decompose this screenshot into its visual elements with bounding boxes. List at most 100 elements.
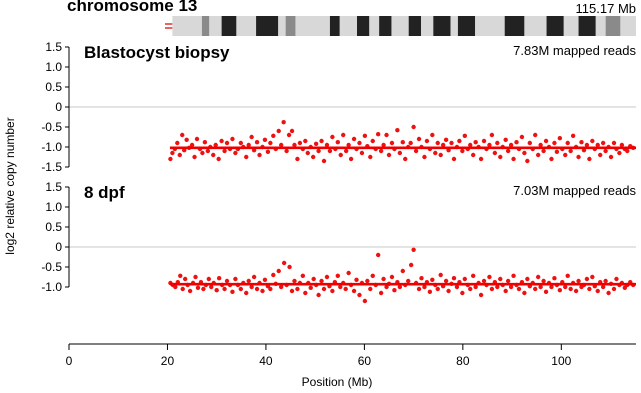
data-point: [262, 277, 268, 282]
data-point: [541, 278, 546, 284]
data-point: [278, 142, 284, 148]
data-point: [603, 148, 608, 154]
data-point: [289, 288, 295, 294]
panel-title: Blastocyst biopsy: [84, 43, 230, 62]
data-point: [281, 120, 286, 125]
data-point: [451, 276, 457, 281]
data-point: [201, 286, 206, 292]
data-point: [443, 137, 449, 142]
y-tick-label: -1.5: [41, 160, 62, 174]
data-point: [489, 132, 495, 138]
data-point: [611, 286, 617, 292]
data-point: [400, 140, 405, 145]
data-point: [335, 273, 341, 278]
data-point: [600, 140, 606, 146]
data-point: [211, 152, 216, 158]
y-tick-label: -1.0: [41, 280, 62, 294]
data-point: [573, 288, 579, 294]
data-point: [438, 272, 443, 278]
ideogram-band: [433, 16, 451, 36]
data-point: [271, 272, 276, 278]
data-point: [193, 274, 198, 280]
data-point: [462, 133, 468, 138]
data-point: [338, 152, 343, 158]
data-point: [568, 286, 573, 292]
data-point: [233, 276, 238, 282]
data-point: [503, 288, 508, 294]
data-point: [495, 140, 500, 146]
data-point: [206, 276, 212, 282]
data-point: [587, 286, 592, 292]
data-point: [324, 142, 330, 148]
ideogram-band: [236, 16, 257, 36]
data-point: [209, 284, 214, 290]
y-tick-label: 1.5: [45, 180, 62, 194]
data-point: [435, 286, 440, 292]
data-point: [416, 136, 422, 142]
ideogram-band: [475, 16, 505, 36]
x-tick-label: 20: [161, 354, 175, 368]
data-point: [175, 140, 180, 146]
ideogram-centromere: [165, 21, 173, 31]
y-tick-label: 1.5: [45, 40, 62, 54]
data-point: [286, 132, 292, 138]
ideogram-band: [391, 16, 409, 36]
data-point: [625, 148, 630, 154]
data-point: [219, 138, 224, 144]
data-point: [481, 138, 487, 144]
data-point: [422, 284, 427, 290]
data-point: [600, 284, 606, 290]
ideogram-band: [408, 16, 422, 36]
data-point: [576, 154, 581, 160]
data-point: [614, 276, 619, 282]
data-point: [527, 140, 533, 146]
y-tick-label: -1.0: [41, 140, 62, 154]
x-tick-label: 80: [456, 354, 470, 368]
ideogram-band: [221, 16, 237, 36]
data-point: [451, 156, 457, 162]
ideogram-band: [524, 16, 547, 36]
data-point: [362, 133, 368, 138]
data-point: [224, 278, 230, 284]
data-point: [617, 150, 622, 156]
ideogram-band: [201, 16, 210, 36]
data-point: [303, 138, 308, 144]
data-point: [543, 138, 549, 144]
data-point: [397, 284, 403, 290]
data-point: [538, 142, 543, 148]
data-point: [454, 284, 460, 290]
data-point: [460, 148, 465, 154]
chart-title: chromosome 13: [67, 0, 197, 15]
data-point: [370, 138, 375, 144]
data-point: [370, 273, 375, 278]
data-point: [178, 273, 183, 278]
data-point: [200, 150, 205, 156]
data-point: [222, 148, 227, 154]
data-point: [570, 133, 576, 138]
data-point: [473, 140, 478, 145]
data-point: [335, 140, 341, 145]
data-point: [552, 276, 557, 281]
data-point: [576, 278, 581, 284]
data-point: [348, 156, 354, 162]
data-point: [552, 140, 557, 146]
data-point: [505, 278, 511, 284]
data-point: [565, 273, 570, 278]
ideogram-band: [339, 16, 358, 36]
ideogram-band: [379, 16, 392, 36]
y-tick-label: 0.5: [45, 220, 62, 234]
data-point: [381, 142, 386, 148]
data-point: [295, 286, 300, 292]
data-point: [470, 273, 476, 278]
data-point: [276, 268, 281, 274]
data-point: [300, 273, 306, 278]
data-point: [533, 132, 538, 138]
data-point: [321, 158, 327, 164]
data-point: [563, 284, 568, 290]
data-point: [182, 276, 188, 282]
data-point: [525, 158, 530, 164]
data-point: [487, 142, 492, 148]
data-point: [446, 288, 451, 294]
data-point: [289, 128, 295, 134]
